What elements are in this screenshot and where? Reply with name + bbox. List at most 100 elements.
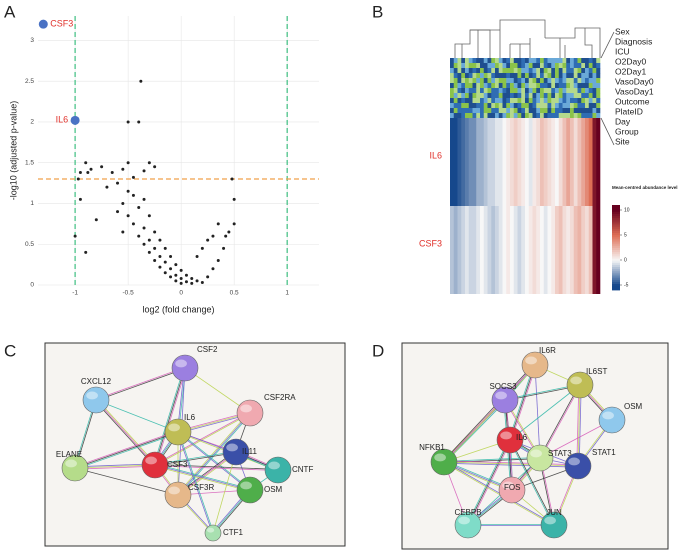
annotation-cell (521, 88, 526, 94)
annotation-cell (547, 108, 552, 114)
annotation-cell (517, 108, 522, 114)
colorbar-step (612, 268, 620, 272)
annotation-cell (453, 108, 458, 114)
node-highlight (226, 443, 238, 452)
network-node (164, 418, 192, 446)
network-edge (444, 365, 537, 464)
annotation-cell (517, 78, 522, 84)
annotation-cell (465, 83, 470, 89)
node-highlight (570, 376, 582, 385)
annotation-cell (562, 88, 567, 94)
annotation-cell (543, 83, 548, 89)
annotation-cell (562, 78, 567, 84)
network-node (540, 511, 568, 539)
annotation-cell (596, 93, 601, 99)
heatmap-cell (558, 206, 563, 294)
annotation-cell (596, 63, 601, 69)
annotation-cell (487, 83, 492, 89)
panel-label: B (372, 2, 383, 21)
annotation-cell (592, 68, 597, 74)
annotation-cell (558, 98, 563, 104)
annotation-cell (468, 108, 473, 114)
annotation-cell (506, 93, 511, 99)
annotation-cell (536, 98, 541, 104)
colorbar-step (612, 219, 620, 223)
annotation-cell (510, 108, 515, 114)
point (147, 161, 151, 165)
point (78, 197, 82, 201)
annotation-cell (540, 113, 545, 119)
heatmap-cell (457, 206, 462, 294)
annotation-cell (555, 63, 560, 69)
network-edge (94, 400, 155, 467)
annotation-cell (483, 88, 488, 94)
node-label: OSM (264, 485, 283, 494)
annotation-cell (487, 103, 492, 109)
highlight-point (70, 115, 80, 125)
annotation-cell (573, 113, 578, 119)
heatmap-cell (558, 118, 563, 206)
annotation-cell (506, 58, 511, 64)
heatmap-cell (476, 206, 481, 294)
annotation-cell (528, 58, 533, 64)
colorbar-step (612, 249, 620, 253)
point (232, 197, 236, 201)
annotation-cell (536, 78, 541, 84)
annotation-cell (525, 78, 530, 84)
annotation-cell (510, 63, 515, 69)
annotation-cell (592, 93, 597, 99)
annotation-cell (521, 93, 526, 99)
node-label: STAT3 (548, 449, 572, 458)
annotation-cell (547, 73, 552, 79)
annotation-cell (555, 113, 560, 119)
node-highlight (240, 481, 252, 490)
point (142, 226, 146, 230)
annotation-cell (468, 63, 473, 69)
annotation-cell (487, 113, 492, 119)
annotation-label: Outcome (615, 96, 650, 106)
annotation-cell (457, 113, 462, 119)
annotation-cell (465, 63, 470, 69)
point (195, 279, 199, 283)
annotation-cell (457, 78, 462, 84)
heatmap-cell (450, 118, 455, 206)
network-edge (75, 432, 179, 470)
network-node (496, 426, 524, 454)
heatmap-cell (453, 206, 458, 294)
annotation-cell (573, 108, 578, 114)
heatmap-cell (502, 118, 507, 206)
point-label: CSF3 (50, 19, 73, 29)
colorbar-step (612, 281, 620, 285)
annotation-cell (581, 58, 586, 64)
node-highlight (145, 456, 157, 465)
heatmap-cell (506, 118, 511, 206)
annotation-cell (495, 83, 500, 89)
annotation-cell (551, 108, 556, 114)
annotation-cell (562, 63, 567, 69)
annotation-cell (450, 88, 455, 94)
annotation-cell (476, 108, 481, 114)
point (169, 267, 173, 271)
highlight-point (38, 19, 48, 29)
annotation-cell (547, 58, 552, 64)
annotation-cell (532, 68, 537, 74)
colorbar-step (612, 253, 620, 257)
annotation-cell (562, 83, 567, 89)
network-node (222, 438, 250, 466)
heatmap-cell (491, 118, 496, 206)
heatmap-cell (517, 206, 522, 294)
annotation-cell (465, 88, 470, 94)
annotation-cell (487, 73, 492, 79)
heatmap-cell (588, 206, 593, 294)
annotation-cell (461, 108, 466, 114)
point (84, 250, 88, 254)
heatmap-cell (532, 118, 537, 206)
annotation-cell (491, 93, 496, 99)
heatmap-cell (525, 206, 530, 294)
annotation-cell (510, 113, 515, 119)
node-label: JUN (546, 508, 562, 517)
x-tick-label: 0.5 (230, 290, 239, 297)
annotation-cell (457, 108, 462, 114)
annotation-cell (536, 93, 541, 99)
annotation-cell (570, 68, 575, 74)
